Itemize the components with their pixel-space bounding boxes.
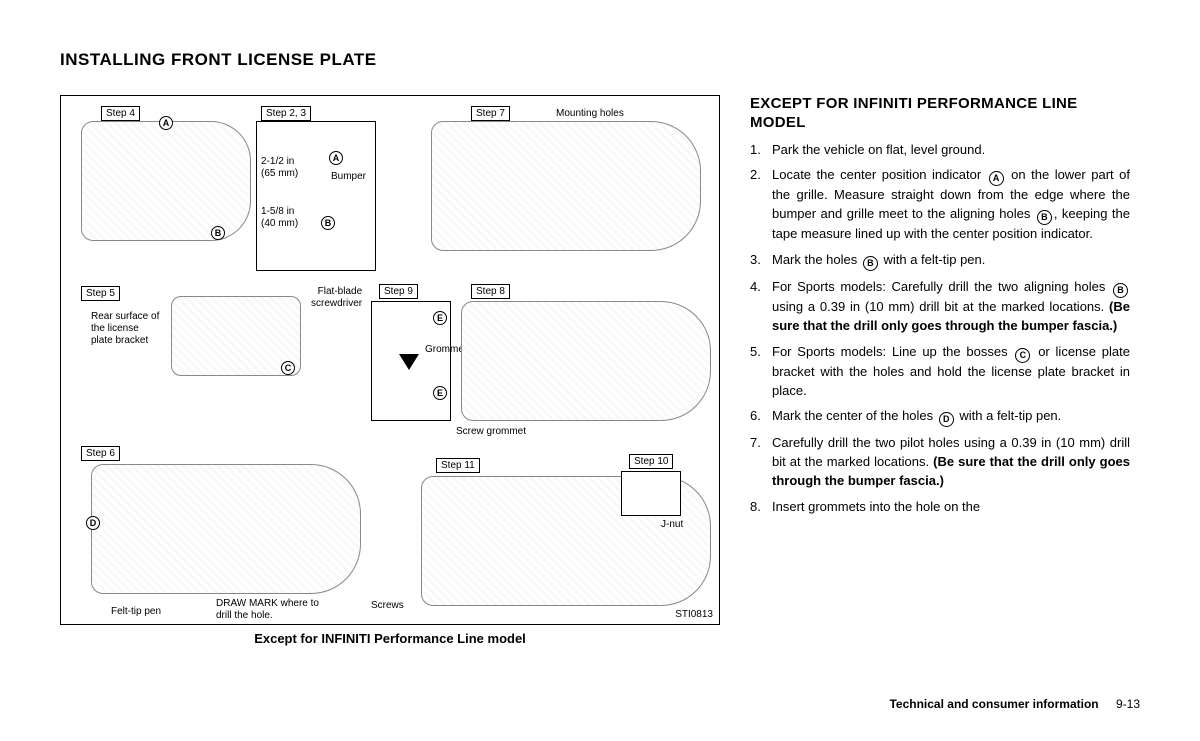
inset-measure	[256, 121, 376, 271]
callout-bumper: Bumper	[331, 171, 366, 183]
callout-screws: Screws	[371, 600, 404, 612]
inset-jnut	[621, 471, 681, 516]
circle-d: D	[86, 516, 100, 530]
callout-draw-mark: DRAW MARK where to drill the hole.	[216, 598, 319, 622]
arrow-down-icon	[399, 354, 419, 370]
circle-a-2: A	[329, 151, 343, 165]
step-item: For Sports models: Line up the bosses C …	[750, 343, 1130, 401]
step-label-5: Step 5	[81, 286, 120, 301]
callout-jnut: J-nut	[661, 519, 683, 531]
callout-screw-grommet: Screw grommet	[456, 426, 526, 438]
step-label-6: Step 6	[81, 446, 120, 461]
step-label-11: Step 11	[436, 458, 480, 473]
footer-page: 9-13	[1116, 697, 1140, 711]
circle-e-1: E	[433, 311, 447, 325]
figure-caption: Except for INFINITI Performance Line mod…	[60, 631, 720, 646]
step-item: Mark the center of the holes D with a fe…	[750, 407, 1130, 427]
step-item: Locate the center position indicator A o…	[750, 166, 1130, 244]
step-item: Mark the holes B with a felt-tip pen.	[750, 251, 1130, 271]
callout-flatblade: Flat-blade screwdriver	[311, 286, 362, 310]
figure-column: Step 4 A B Step 2, 3 2-1/2 in(65 mm) 1-5…	[60, 95, 720, 646]
step-item: For Sports models: Carefully drill the t…	[750, 278, 1130, 336]
step-label-4: Step 4	[101, 106, 140, 121]
circle-b-1: B	[211, 226, 225, 240]
sketch-drill-bumper	[81, 121, 251, 241]
callout-rear-surface: Rear surface of the license plate bracke…	[91, 311, 159, 347]
content-row: Step 4 A B Step 2, 3 2-1/2 in(65 mm) 1-5…	[60, 95, 1140, 646]
callout-m2: 1-5/8 in(40 mm)	[261, 206, 298, 230]
circle-e-2: E	[433, 386, 447, 400]
step-item: Park the vehicle on flat, level ground.	[750, 141, 1130, 160]
steps-list: Park the vehicle on flat, level ground. L…	[750, 141, 1130, 517]
figure-code: STI0813	[675, 609, 713, 620]
callout-m1: 2-1/2 in(65 mm)	[261, 156, 298, 180]
page-title: INSTALLING FRONT LICENSE PLATE	[60, 50, 1140, 70]
circle-b-2: B	[321, 216, 335, 230]
step-label-7: Step 7	[471, 106, 510, 121]
callout-mounting-holes: Mounting holes	[556, 108, 624, 120]
step-label-9: Step 9	[379, 284, 418, 299]
page-footer: Technical and consumer information 9-13	[889, 697, 1140, 711]
section-title: EXCEPT FOR INFINITI PERFORMANCE LINE MOD…	[750, 95, 1130, 133]
callout-felt-tip: Felt-tip pen	[111, 606, 161, 618]
step-label-8: Step 8	[471, 284, 510, 299]
circle-c: C	[281, 361, 295, 375]
step-item: Carefully drill the two pilot holes usin…	[750, 434, 1130, 491]
circle-a-1: A	[159, 116, 173, 130]
sketch-step8	[461, 301, 711, 421]
text-column: EXCEPT FOR INFINITI PERFORMANCE LINE MOD…	[750, 95, 1130, 646]
step-label-23: Step 2, 3	[261, 106, 311, 121]
step-label-10: Step 10	[629, 454, 673, 469]
footer-section: Technical and consumer information	[889, 697, 1098, 711]
sketch-step6	[91, 464, 361, 594]
sketch-mounting	[431, 121, 701, 251]
figure-box: Step 4 A B Step 2, 3 2-1/2 in(65 mm) 1-5…	[60, 95, 720, 625]
step-item: Insert grommets into the hole on the	[750, 498, 1130, 517]
